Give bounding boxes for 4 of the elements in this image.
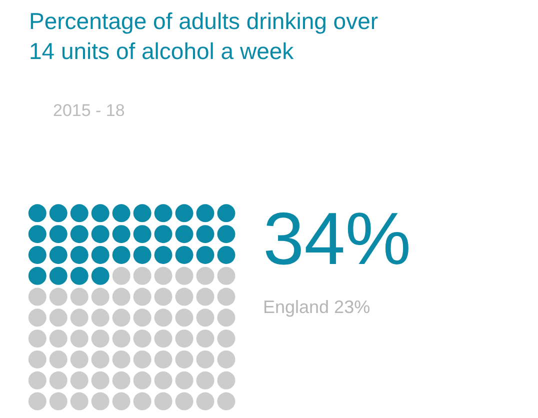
text: England 23% (263, 297, 370, 317)
data-label: 34% (263, 197, 412, 280)
text: Percentage of adults drinking over 14 units of alcohol a week (29, 8, 378, 64)
text: 2015 - 18 (53, 101, 125, 120)
